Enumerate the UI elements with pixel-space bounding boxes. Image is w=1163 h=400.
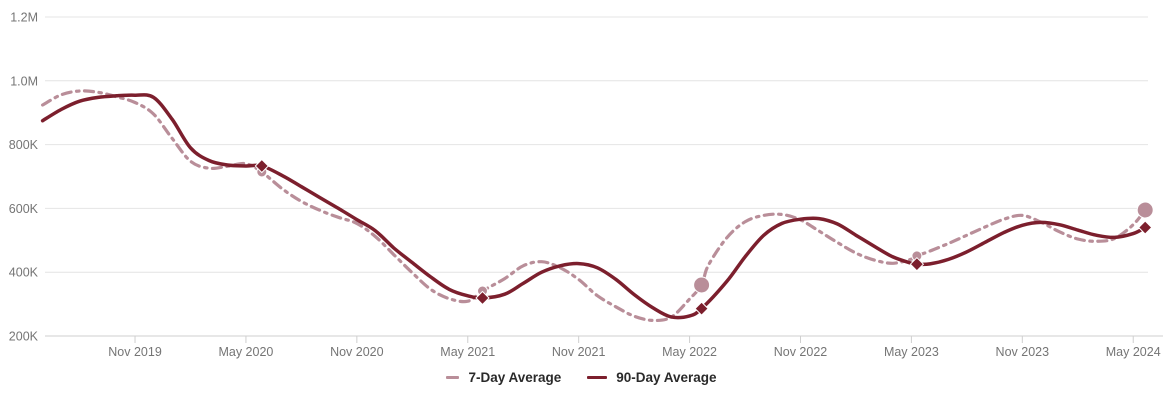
- marker-diamond-90day[interactable]: [1137, 220, 1153, 235]
- marker-diamond-90day[interactable]: [254, 158, 270, 174]
- 7day-series-swatch-icon: [446, 375, 460, 380]
- y-axis-label: 1.2M: [10, 11, 38, 25]
- series-line-90day: [40, 93, 1147, 320]
- x-axis-label: May 2024: [1106, 345, 1161, 359]
- y-axis-label: 1.0M: [10, 74, 38, 88]
- legend-label-7day: 7-Day Average: [468, 370, 562, 385]
- x-axis-label: Nov 2019: [108, 345, 162, 359]
- y-axis-label: 400K: [9, 266, 39, 280]
- y-axis-label: 200K: [9, 330, 39, 344]
- x-axis-label: May 2021: [440, 345, 495, 359]
- x-axis-label: May 2022: [662, 345, 717, 359]
- marker-circle-7day[interactable]: [1136, 201, 1154, 219]
- legend-item-7day[interactable]: 7-Day Average: [446, 370, 561, 385]
- y-axis-label: 800K: [9, 138, 39, 152]
- y-axis-label: 600K: [9, 202, 39, 216]
- series-line-7day: [41, 89, 1147, 323]
- x-axis-label: Nov 2021: [552, 345, 606, 359]
- legend-label-90day: 90-Day Average: [616, 370, 717, 385]
- marker-diamond-90day[interactable]: [475, 290, 490, 306]
- x-axis-label: May 2020: [218, 345, 273, 359]
- marker-diamond-90day[interactable]: [909, 256, 925, 272]
- x-axis-label: May 2023: [884, 345, 939, 359]
- legend: 7-Day Average 90-Day Average: [0, 370, 1163, 385]
- x-axis-label: Nov 2023: [996, 345, 1050, 359]
- marker-diamond-90day[interactable]: [694, 301, 709, 316]
- x-axis-label: Nov 2022: [774, 345, 828, 359]
- 90day-series-swatch-icon: [587, 375, 608, 380]
- legend-item-90day[interactable]: 90-Day Average: [587, 370, 717, 385]
- x-axis-label: Nov 2020: [330, 345, 384, 359]
- marker-circle-7day[interactable]: [693, 276, 711, 294]
